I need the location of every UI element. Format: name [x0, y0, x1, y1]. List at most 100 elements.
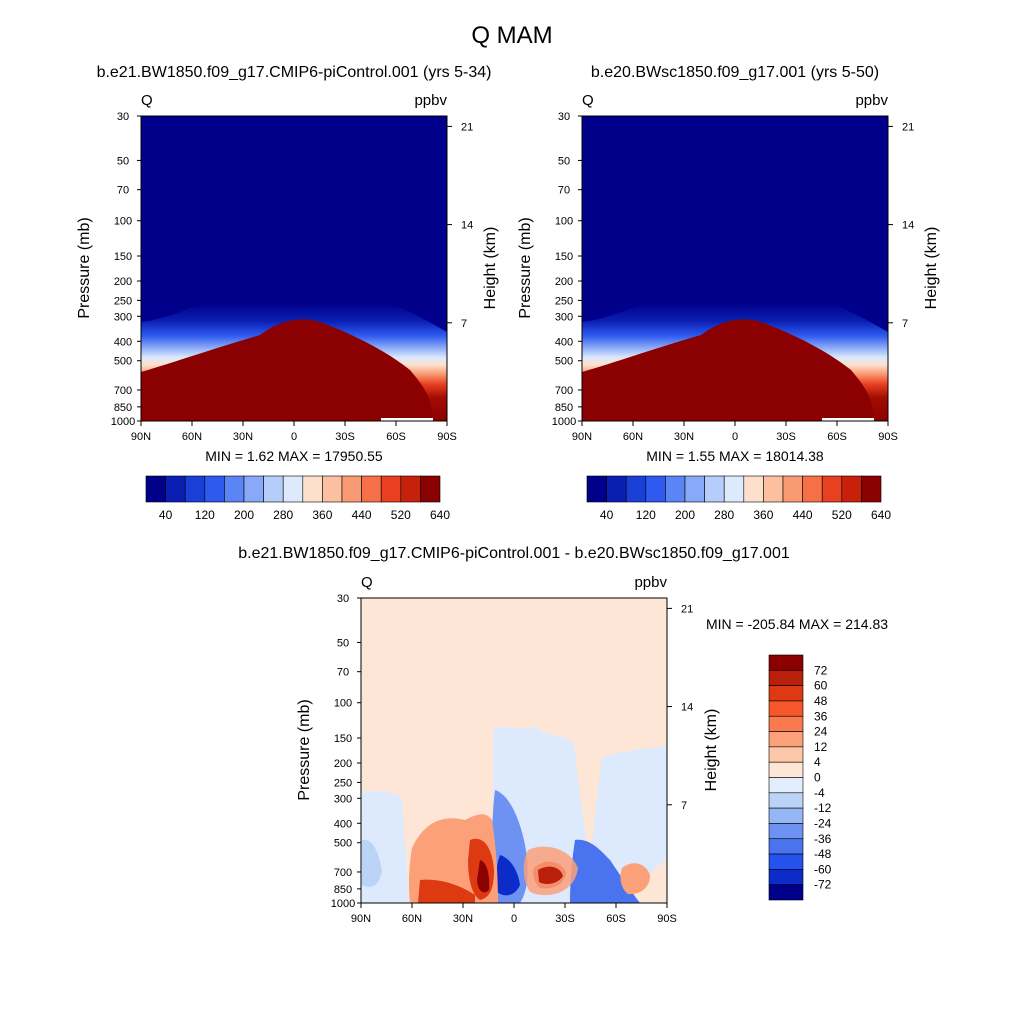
panel-3-pos-southpole [620, 863, 650, 895]
lat-tick-label: 60S [386, 431, 406, 443]
diff-colorbar-swatch [768, 823, 804, 840]
colorbar-label: 200 [675, 508, 695, 522]
pressure-tick-label: 1000 [331, 898, 355, 910]
colorbar-label: 200 [234, 508, 254, 522]
colorbar-label: 360 [753, 508, 773, 522]
panel-1-pressure-ticks: 30 50 70 100 150 200 250 300 400 500 700 850 1000 [111, 111, 141, 428]
pressure-tick-label: 700 [114, 385, 132, 397]
lat-tick-label: 60N [402, 913, 422, 925]
colorbar-swatch [204, 475, 225, 503]
colorbar-label: 280 [273, 508, 293, 522]
panel-1-lat-ticks: 90N 60N 30N 0 30S 60S 90S [131, 421, 457, 443]
diff-colorbar-label: -72 [814, 878, 832, 892]
panel-3-plot-area [360, 597, 668, 904]
colorbar-label: 120 [195, 508, 215, 522]
height-tick-label: 21 [902, 121, 914, 133]
lat-tick-label: 90N [351, 913, 371, 925]
lat-tick-label: 90S [657, 913, 677, 925]
pressure-tick-label: 100 [114, 216, 132, 228]
height-tick-label: 21 [461, 121, 473, 133]
lat-tick-label: 60S [606, 913, 626, 925]
diff-colorbar-swatch [768, 746, 804, 763]
diff-colorbar-label: 36 [814, 709, 828, 723]
panel-1-colorbar: 40 120 200 280 360 440 520 640 [145, 475, 450, 522]
pressure-tick-label: 300 [114, 311, 132, 323]
pressure-tick-label: 1000 [111, 416, 135, 428]
colorbar-swatch [224, 475, 245, 503]
lat-tick-label: 90N [131, 431, 151, 443]
colorbar-label: 360 [312, 508, 332, 522]
diff-colorbar-label: 24 [814, 725, 828, 739]
colorbar-swatch [420, 475, 441, 503]
lat-tick-label: 30N [674, 431, 694, 443]
pressure-tick-label: 50 [558, 155, 570, 167]
diff-colorbar-swatch [768, 670, 804, 686]
diff-colorbar-label: -48 [814, 847, 832, 861]
diff-colorbar-swatch [768, 685, 804, 702]
height-tick-label: 14 [902, 220, 914, 232]
pressure-tick-label: 850 [334, 884, 352, 896]
lat-tick-label: 30S [335, 431, 355, 443]
colorbar-swatch [302, 475, 323, 503]
colorbar-swatch [625, 475, 647, 503]
figure-title: Q MAM [471, 22, 552, 49]
colorbar-swatch [861, 475, 882, 503]
pressure-tick-label: 850 [114, 402, 132, 414]
panel-1-stats: MIN = 1.62 MAX = 17950.55 [205, 448, 383, 464]
lat-tick-label: 60S [827, 431, 847, 443]
colorbar-swatch [282, 475, 304, 503]
colorbar-swatch [322, 475, 343, 503]
panel-2-var-label: Q [582, 92, 594, 109]
panel-2-ylabel: Pressure (mb) [517, 217, 534, 318]
panel-3: b.e21.BW1850.f09_g17.CMIP6-piControl.001… [238, 545, 888, 925]
height-tick-label: 7 [902, 318, 908, 330]
diff-colorbar-label: 0 [814, 771, 821, 785]
panel-3-neg-core [496, 855, 520, 896]
colorbar-swatch [145, 475, 166, 503]
colorbar-swatch [802, 475, 823, 503]
pressure-tick-label: 200 [555, 276, 573, 288]
pressure-tick-label: 200 [334, 758, 352, 770]
colorbar-label: 440 [793, 508, 813, 522]
pressure-tick-label: 300 [555, 311, 573, 323]
pressure-tick-label: 50 [117, 155, 129, 167]
pressure-tick-label: 70 [337, 667, 349, 679]
pressure-tick-label: 100 [555, 216, 573, 228]
pressure-tick-label: 150 [555, 251, 573, 263]
diff-colorbar-label: -60 [814, 862, 832, 876]
lat-tick-label: 0 [511, 913, 517, 925]
pressure-tick-label: 400 [114, 336, 132, 348]
lat-tick-label: 30N [453, 913, 473, 925]
panel-2-subtitle: b.e20.BWsc1850.f09_g17.001 (yrs 5-50) [591, 64, 879, 81]
panel-3-pressure-ticks: 30 50 70 100 150 200 250 300 400 500 700 850 1000 [331, 593, 361, 910]
panel-3-subtitle: b.e21.BW1850.f09_g17.CMIP6-piControl.001… [238, 545, 790, 562]
pressure-tick-label: 70 [117, 185, 129, 197]
panel-1-subtitle: b.e21.BW1850.f09_g17.CMIP6-piControl.001… [97, 64, 492, 81]
diff-colorbar-swatch [768, 838, 804, 855]
panel-3-pos-left-core [477, 860, 490, 893]
colorbar-swatch [704, 475, 725, 503]
panel-2-lat-ticks: 90N 60N 30N 0 30S 60S 90S [572, 421, 898, 443]
diff-colorbar-label: -36 [814, 832, 832, 846]
pressure-tick-label: 250 [555, 295, 573, 307]
diff-colorbar-label: -4 [814, 786, 825, 800]
colorbar-label: 40 [159, 508, 173, 522]
panel-3-y2label: Height (km) [703, 709, 720, 792]
diff-colorbar-label: -24 [814, 816, 832, 830]
lat-tick-label: 0 [291, 431, 297, 443]
diff-colorbar-label: 4 [814, 755, 821, 769]
panel-3-units: ppbv [634, 574, 667, 591]
pressure-tick-label: 250 [114, 295, 132, 307]
pressure-tick-label: 850 [555, 402, 573, 414]
colorbar-swatch [665, 475, 686, 503]
diff-colorbar-label: 48 [814, 694, 828, 708]
pressure-tick-label: 30 [337, 593, 349, 605]
colorbar-swatch [380, 475, 402, 503]
lat-tick-label: 90S [878, 431, 898, 443]
pressure-tick-label: 30 [558, 111, 570, 123]
pressure-tick-label: 1000 [552, 416, 576, 428]
diff-colorbar-swatch [768, 869, 804, 885]
diff-colorbar-swatch [768, 853, 804, 870]
